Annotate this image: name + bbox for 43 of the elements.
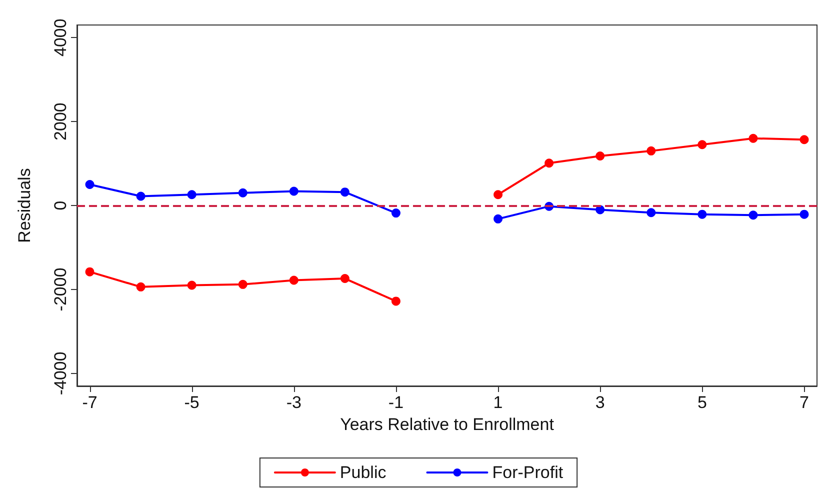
y-tick-label: 4000 <box>51 18 70 57</box>
point <box>494 190 503 200</box>
point <box>136 282 146 292</box>
point <box>646 208 656 218</box>
point <box>544 158 554 168</box>
x-tick-label: -3 <box>286 393 302 412</box>
point <box>340 274 350 284</box>
point <box>391 296 400 306</box>
point <box>596 151 605 160</box>
y-axis-title: Residuals <box>15 168 34 243</box>
point <box>800 210 809 219</box>
point <box>289 186 298 196</box>
legend-label: Public <box>340 463 387 482</box>
x-tick-label: -5 <box>184 393 200 412</box>
y-tick-label: -2000 <box>51 268 70 312</box>
y-tick-label: 0 <box>51 200 70 210</box>
point <box>698 140 707 150</box>
x-tick-label: 7 <box>800 393 809 412</box>
point <box>748 134 758 143</box>
point <box>340 188 350 197</box>
x-axis-title: Years Relative to Enrollment <box>340 414 554 434</box>
point <box>238 280 248 289</box>
y-tick-label: 2000 <box>51 102 70 140</box>
x-tick-label: -1 <box>388 393 404 412</box>
point <box>85 267 94 276</box>
x-tick-label: 1 <box>493 393 503 412</box>
point <box>800 135 809 144</box>
point <box>238 188 248 198</box>
point <box>748 210 758 220</box>
point <box>187 280 196 290</box>
legend-label: For-Profit <box>492 463 564 482</box>
point <box>187 190 196 200</box>
y-tick-label: -4000 <box>51 352 70 396</box>
point <box>698 210 707 219</box>
x-tick-label: 5 <box>697 393 707 412</box>
point <box>494 214 503 224</box>
point <box>85 180 94 190</box>
point <box>391 208 400 218</box>
point <box>289 276 298 285</box>
point <box>646 146 656 156</box>
x-tick-label: -7 <box>82 393 98 412</box>
point <box>136 192 146 201</box>
x-tick-label: 3 <box>595 393 605 412</box>
